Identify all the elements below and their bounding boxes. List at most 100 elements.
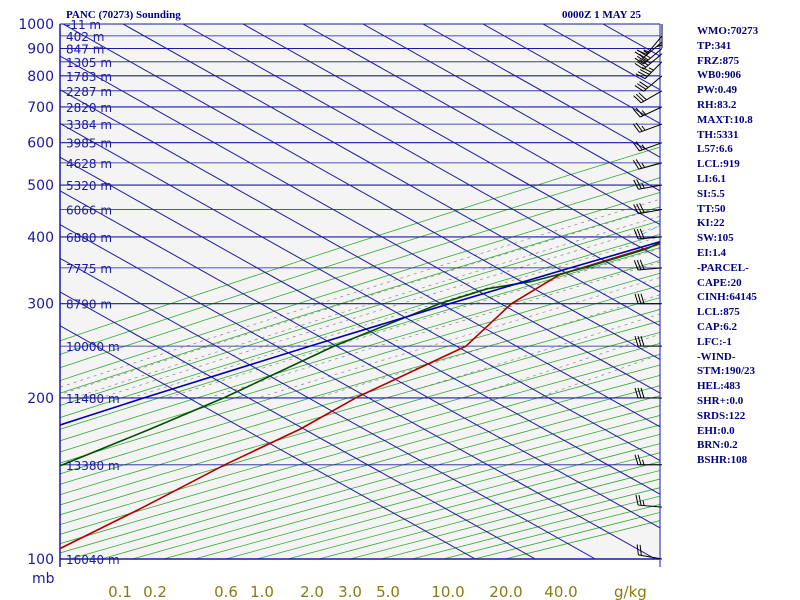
stat-item: -WIND- xyxy=(697,350,736,363)
stat-item: SRDS:122 xyxy=(697,409,746,422)
isotherm xyxy=(122,24,660,327)
stat-item: CINH:64145 xyxy=(697,291,757,304)
pressure-tick-label: 400 xyxy=(27,230,54,246)
wind-barb xyxy=(632,159,663,170)
isotherm xyxy=(60,223,656,559)
mixing-ratio-tick-label: 1.0 xyxy=(250,583,274,600)
mixing-ratio-tick-label: 2.0 xyxy=(300,583,324,600)
height-label: 4628 m xyxy=(66,157,112,171)
isotherm xyxy=(182,24,660,293)
parcel-profile xyxy=(60,240,660,426)
isotherm xyxy=(60,291,536,559)
isotherm xyxy=(60,156,660,495)
sounding-time: 0000Z 1 MAY 25 xyxy=(562,9,641,21)
height-label: 16040 m xyxy=(66,553,120,567)
height-label: 3985 m xyxy=(66,137,112,151)
stat-item: LFC:-1 xyxy=(697,335,732,348)
mixing-ratio-unit-label: g/kg xyxy=(614,583,647,600)
isotherm xyxy=(362,24,660,192)
isotherm xyxy=(60,190,660,529)
axis-labels: 100 200 300 400 500 600 700 800 900 1000 16040 m 13… xyxy=(18,17,647,600)
stat-item: WMO:70273 xyxy=(697,25,759,37)
stat-item: TT:50 xyxy=(697,202,726,215)
height-label: 6066 m xyxy=(66,204,112,218)
pressure-tick-label: 800 xyxy=(27,69,54,85)
mixing-ratio-tick-label: 0.1 xyxy=(108,583,132,600)
stat-item: SI:5.5 xyxy=(697,187,725,200)
pressure-tick-label: 900 xyxy=(27,42,54,58)
pressure-tick-label: 500 xyxy=(27,178,54,194)
wind-barb xyxy=(634,293,662,305)
stat-item: LCL:875 xyxy=(697,306,740,319)
stat-item: PW:0.49 xyxy=(697,84,738,97)
pressure-tick-label: 200 xyxy=(27,391,54,407)
height-label: 5320 m xyxy=(66,179,112,193)
wind-barb xyxy=(633,203,663,215)
stat-item: RH:83.2 xyxy=(697,98,737,111)
moist-adiabat xyxy=(100,225,660,399)
stat-item: FRZ:875 xyxy=(697,54,740,67)
wind-barb xyxy=(633,259,663,271)
isotherm xyxy=(302,24,660,226)
mixing-ratio-tick-label: 0.6 xyxy=(214,583,238,600)
wind-barb xyxy=(632,141,663,152)
stat-item: CAPE:20 xyxy=(697,276,742,289)
height-label: 2287 m xyxy=(66,85,112,99)
isobars xyxy=(59,23,661,567)
isotherm xyxy=(60,122,660,462)
height-label: -11 m xyxy=(66,18,101,32)
wind-barb xyxy=(634,454,662,466)
pressure-tick-label: 1000 xyxy=(18,17,54,33)
pressure-unit-label: mb xyxy=(32,571,55,587)
stat-item: KI:22 xyxy=(697,217,725,230)
wind-barb xyxy=(634,387,662,399)
pressure-tick-label: 100 xyxy=(27,552,54,568)
wind-barb xyxy=(633,179,663,190)
moist-adiabat xyxy=(73,215,660,399)
isotherm xyxy=(60,89,660,428)
stat-item: -PARCEL- xyxy=(697,261,749,274)
wind-barbs xyxy=(632,24,663,560)
stat-item: WB0:906 xyxy=(697,69,741,82)
height-label: 1783 m xyxy=(66,70,112,84)
temperature-profile xyxy=(60,243,660,550)
pressure-tick-label: 700 xyxy=(27,100,54,116)
wind-barb xyxy=(634,75,663,92)
stat-item: BRN:0.2 xyxy=(697,439,738,452)
wind-barb xyxy=(636,544,663,560)
isotherm xyxy=(242,24,660,259)
height-label: 7775 m xyxy=(66,262,112,276)
height-label: 402 m xyxy=(66,30,104,44)
isotherm xyxy=(60,325,476,559)
wind-barb xyxy=(634,335,662,347)
wind-barb xyxy=(634,53,663,70)
dewpoint-profile xyxy=(60,241,660,467)
stat-item: LCL:919 xyxy=(697,158,740,171)
stat-item: CAP:6.2 xyxy=(697,320,738,333)
stat-item: MAXT:10.8 xyxy=(697,113,753,126)
mixing-ratio-tick-label: 20.0 xyxy=(489,583,522,600)
wind-barb xyxy=(635,494,663,508)
height-label: 1305 m xyxy=(66,56,112,70)
wind-barb xyxy=(632,122,663,133)
pressure-tick-label: 600 xyxy=(27,136,54,152)
wind-barb xyxy=(632,106,663,118)
height-label: 2820 m xyxy=(66,101,112,115)
height-label: 8790 m xyxy=(66,298,112,312)
mixing-ratio-tick-label: 5.0 xyxy=(376,583,400,600)
stability-indices: WMO:70273 TP:341 FRZ:875 WB0:906 PW:0.49 RH:8… xyxy=(697,24,800,468)
height-label: 3384 m xyxy=(66,118,112,132)
stat-item: HEL:483 xyxy=(697,380,741,393)
height-label: 11480 m xyxy=(66,392,120,406)
isotherm xyxy=(422,24,660,158)
isotherm xyxy=(62,24,660,360)
stat-item: LI:6.1 xyxy=(697,172,727,185)
stat-item: TH:5331 xyxy=(697,128,739,141)
stat-item: TP:341 xyxy=(697,39,732,52)
mixing-ratio-tick-label: 0.2 xyxy=(143,583,167,600)
station-title: PANC (70273) Sounding xyxy=(66,9,181,21)
mixing-ratio-tick-label: 3.0 xyxy=(338,583,362,600)
mixing-ratio-tick-label: 10.0 xyxy=(431,583,464,600)
stat-item: BSHR:108 xyxy=(697,454,748,467)
